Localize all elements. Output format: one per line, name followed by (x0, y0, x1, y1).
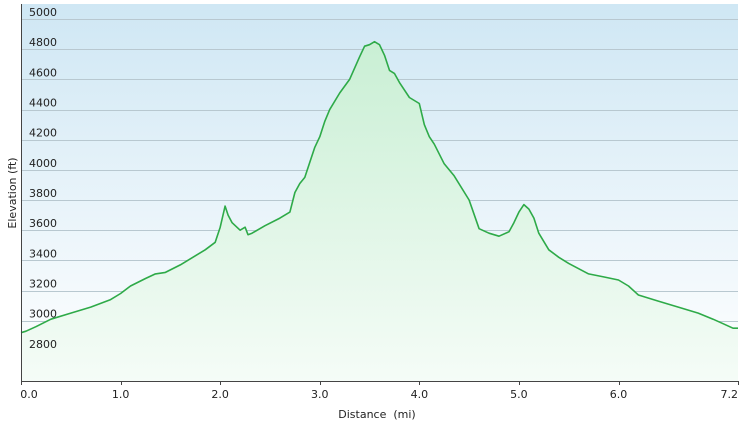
x-tick-label: 2.0 (211, 388, 229, 401)
y-tick-label: 3800 (29, 187, 57, 200)
elevation-line (20, 40, 738, 334)
y-tick-label: 3200 (29, 278, 57, 291)
x-tick-label: 1.0 (112, 388, 130, 401)
elevation-area (21, 41, 738, 381)
y-tick-labels: 2800 3000 3200 3400 3600 3800 4000 4200 4400 4600… (29, 6, 57, 351)
x-axis-title: Distance (mi) (338, 408, 415, 421)
y-tick-label: 3000 (29, 308, 57, 321)
y-tick-label: 5000 (29, 6, 57, 19)
y-tick-label: 3400 (29, 247, 57, 260)
y-tick-label: 3600 (29, 217, 57, 230)
x-tick-label: 5.0 (510, 388, 528, 401)
y-tick-label: 4800 (29, 36, 57, 49)
y-tick-label: 4200 (29, 127, 57, 140)
x-tick-label: 4.0 (411, 388, 429, 401)
x-tick-labels: 0.0 1.0 2.0 3.0 4.0 5.0 6.0 7.2 (20, 388, 738, 401)
x-tick-label: 3.0 (311, 388, 329, 401)
x-tick-label: 0.0 (20, 388, 38, 401)
y-tick-label: 2800 (29, 338, 57, 351)
y-tick-label: 4000 (29, 157, 57, 170)
x-tick-label: 6.0 (610, 388, 628, 401)
y-tick-label: 4400 (29, 97, 57, 110)
y-tick-label: 4600 (29, 66, 57, 79)
y-axis-title: Elevation (ft) (6, 157, 19, 228)
x-tick-label: 7.2 (721, 388, 739, 401)
axes (21, 4, 739, 385)
